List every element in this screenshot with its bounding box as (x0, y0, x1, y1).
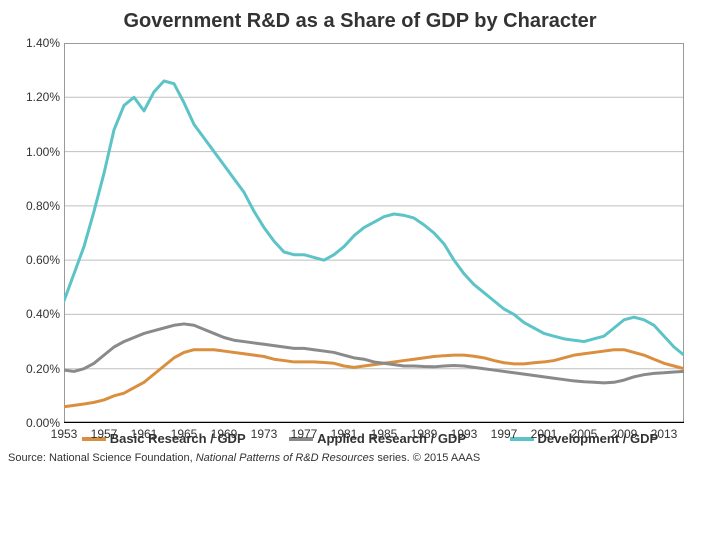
x-axis-tick-label: 1953 (51, 423, 78, 441)
x-axis-tick-label: 2001 (531, 423, 558, 441)
y-axis-tick-label: 0.60% (26, 253, 64, 267)
x-axis-tick-label: 1961 (131, 423, 158, 441)
source-suffix: series. © 2015 AAAS (374, 452, 480, 464)
x-axis-tick-label: 1957 (91, 423, 118, 441)
source-citation: Source: National Science Foundation, Nat… (0, 450, 720, 464)
x-axis-tick-label: 1969 (211, 423, 238, 441)
x-axis-tick-label: 2013 (651, 423, 678, 441)
y-axis-tick-label: 0.40% (26, 307, 64, 321)
x-axis-tick-label: 1973 (251, 423, 278, 441)
y-axis-tick-label: 0.20% (26, 362, 64, 376)
x-axis-tick-label: 1989 (411, 423, 438, 441)
x-axis-tick-label: 1997 (491, 423, 518, 441)
source-prefix: Source: National Science Foundation, (8, 452, 196, 464)
source-italic: National Patterns of R&D Resources (196, 452, 375, 464)
x-axis-tick-label: 1965 (171, 423, 198, 441)
x-axis-tick-label: 2005 (571, 423, 598, 441)
x-axis-tick-label: 1993 (451, 423, 478, 441)
y-axis-tick-label: 0.80% (26, 199, 64, 213)
x-axis-tick-label: 1981 (331, 423, 358, 441)
x-axis-tick-label: 1985 (371, 423, 398, 441)
y-axis-tick-label: 1.20% (26, 90, 64, 104)
chart-area: 0.00%0.20%0.40%0.60%0.80%1.00%1.20%1.40%… (12, 43, 708, 423)
x-axis-tick-label: 1977 (291, 423, 318, 441)
plot-container: 0.00%0.20%0.40%0.60%0.80%1.00%1.20%1.40%… (64, 43, 684, 423)
y-axis-tick-label: 1.00% (26, 145, 64, 159)
y-axis-tick-label: 1.40% (26, 36, 64, 50)
chart-title: Government R&D as a Share of GDP by Char… (0, 0, 720, 33)
x-axis-tick-label: 2009 (611, 423, 638, 441)
line-chart-svg (64, 43, 684, 423)
